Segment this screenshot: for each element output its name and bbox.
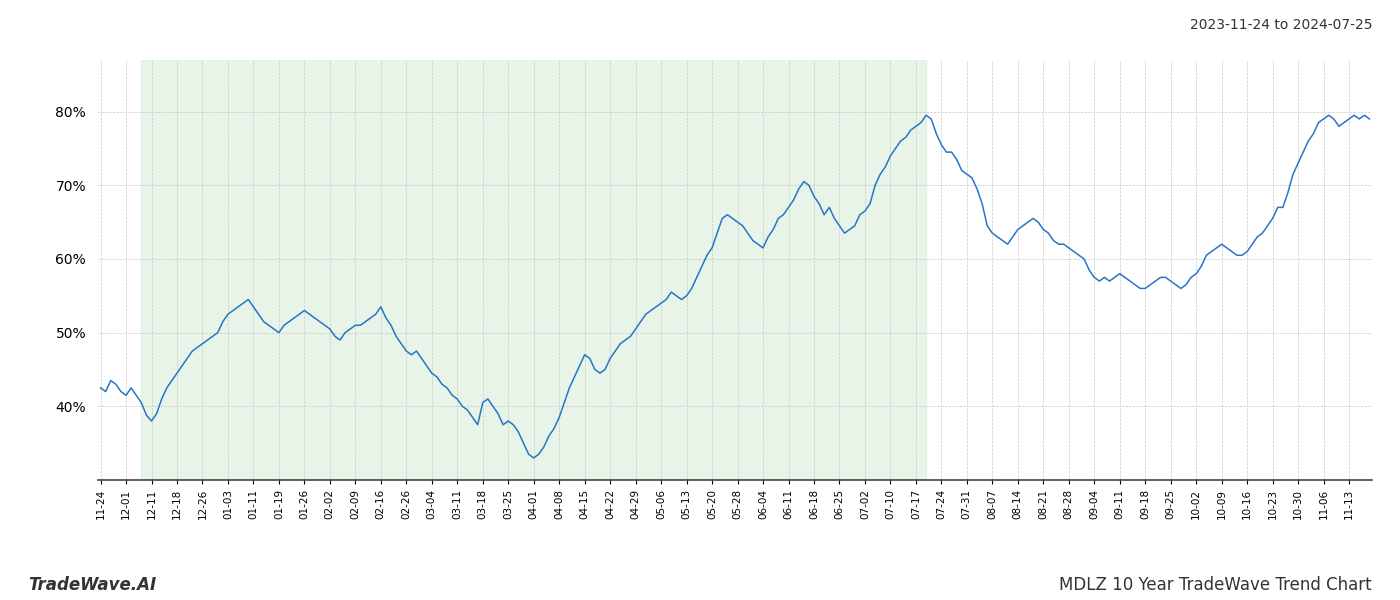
Bar xyxy=(141,60,927,480)
Text: 2023-11-24 to 2024-07-25: 2023-11-24 to 2024-07-25 xyxy=(1190,18,1372,32)
Text: TradeWave.AI: TradeWave.AI xyxy=(28,576,157,594)
Text: MDLZ 10 Year TradeWave Trend Chart: MDLZ 10 Year TradeWave Trend Chart xyxy=(1060,576,1372,594)
